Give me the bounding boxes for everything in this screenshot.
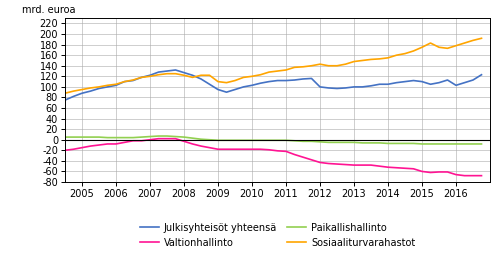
- Paikallishallinto: [342, 141, 348, 144]
- Paikallishallinto: [198, 138, 204, 141]
- Valtionhallinto: [190, 142, 196, 146]
- Legend: Julkisyhteisöt yhteensä, Valtionhallinto, Paikallishallinto, Sosiaaliturvarahast: Julkisyhteisöt yhteensä, Valtionhallinto…: [140, 223, 415, 248]
- Sosiaaliturvarahastot: [147, 75, 153, 78]
- Julkisyhteisöt yhteensä: [190, 74, 196, 77]
- Paikallishallinto: [478, 142, 484, 146]
- Julkisyhteisöt yhteensä: [342, 86, 348, 89]
- Valtionhallinto: [342, 163, 348, 166]
- Julkisyhteisöt yhteensä: [368, 84, 374, 87]
- Y-axis label: mrd. euroa: mrd. euroa: [22, 5, 76, 15]
- Valtionhallinto: [156, 137, 162, 140]
- Valtionhallinto: [368, 164, 374, 167]
- Julkisyhteisöt yhteensä: [54, 101, 60, 104]
- Line: Sosiaaliturvarahastot: Sosiaaliturvarahastot: [56, 38, 482, 95]
- Valtionhallinto: [470, 174, 476, 177]
- Sosiaaliturvarahastot: [470, 39, 476, 42]
- Julkisyhteisöt yhteensä: [172, 68, 178, 72]
- Sosiaaliturvarahastot: [190, 76, 196, 79]
- Sosiaaliturvarahastot: [478, 37, 484, 40]
- Julkisyhteisöt yhteensä: [198, 77, 204, 81]
- Paikallishallinto: [368, 141, 374, 145]
- Valtionhallinto: [198, 145, 204, 148]
- Paikallishallinto: [147, 135, 153, 138]
- Valtionhallinto: [478, 174, 484, 177]
- Julkisyhteisöt yhteensä: [478, 73, 484, 76]
- Valtionhallinto: [462, 174, 468, 177]
- Julkisyhteisöt yhteensä: [470, 79, 476, 82]
- Paikallishallinto: [156, 134, 162, 138]
- Line: Valtionhallinto: Valtionhallinto: [56, 139, 482, 176]
- Sosiaaliturvarahastot: [334, 64, 340, 67]
- Paikallishallinto: [190, 136, 196, 140]
- Julkisyhteisöt yhteensä: [147, 74, 153, 77]
- Sosiaaliturvarahastot: [181, 74, 187, 77]
- Line: Julkisyhteisöt yhteensä: Julkisyhteisöt yhteensä: [56, 70, 482, 103]
- Valtionhallinto: [54, 150, 60, 153]
- Sosiaaliturvarahastot: [360, 59, 366, 62]
- Paikallishallinto: [54, 135, 60, 139]
- Paikallishallinto: [470, 142, 476, 146]
- Valtionhallinto: [147, 138, 153, 141]
- Paikallishallinto: [419, 142, 425, 146]
- Sosiaaliturvarahastot: [54, 93, 60, 96]
- Line: Paikallishallinto: Paikallishallinto: [56, 136, 482, 144]
